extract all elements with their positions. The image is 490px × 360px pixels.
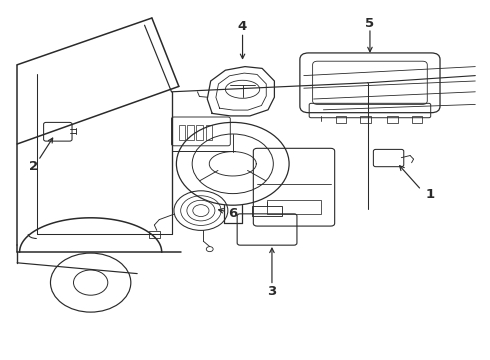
Bar <box>149 231 160 238</box>
Bar <box>336 116 346 123</box>
Text: 1: 1 <box>426 188 435 201</box>
Bar <box>196 125 203 140</box>
Text: 6: 6 <box>228 207 237 220</box>
Text: 4: 4 <box>238 21 247 33</box>
Bar <box>412 116 422 123</box>
Bar <box>387 116 398 123</box>
Text: 3: 3 <box>268 285 276 298</box>
Bar <box>252 206 282 216</box>
Bar <box>206 125 212 140</box>
Bar <box>187 125 194 140</box>
Bar <box>267 200 321 214</box>
Bar <box>360 116 371 123</box>
Text: 2: 2 <box>29 160 38 173</box>
Text: 5: 5 <box>366 17 374 30</box>
Bar <box>179 125 185 140</box>
